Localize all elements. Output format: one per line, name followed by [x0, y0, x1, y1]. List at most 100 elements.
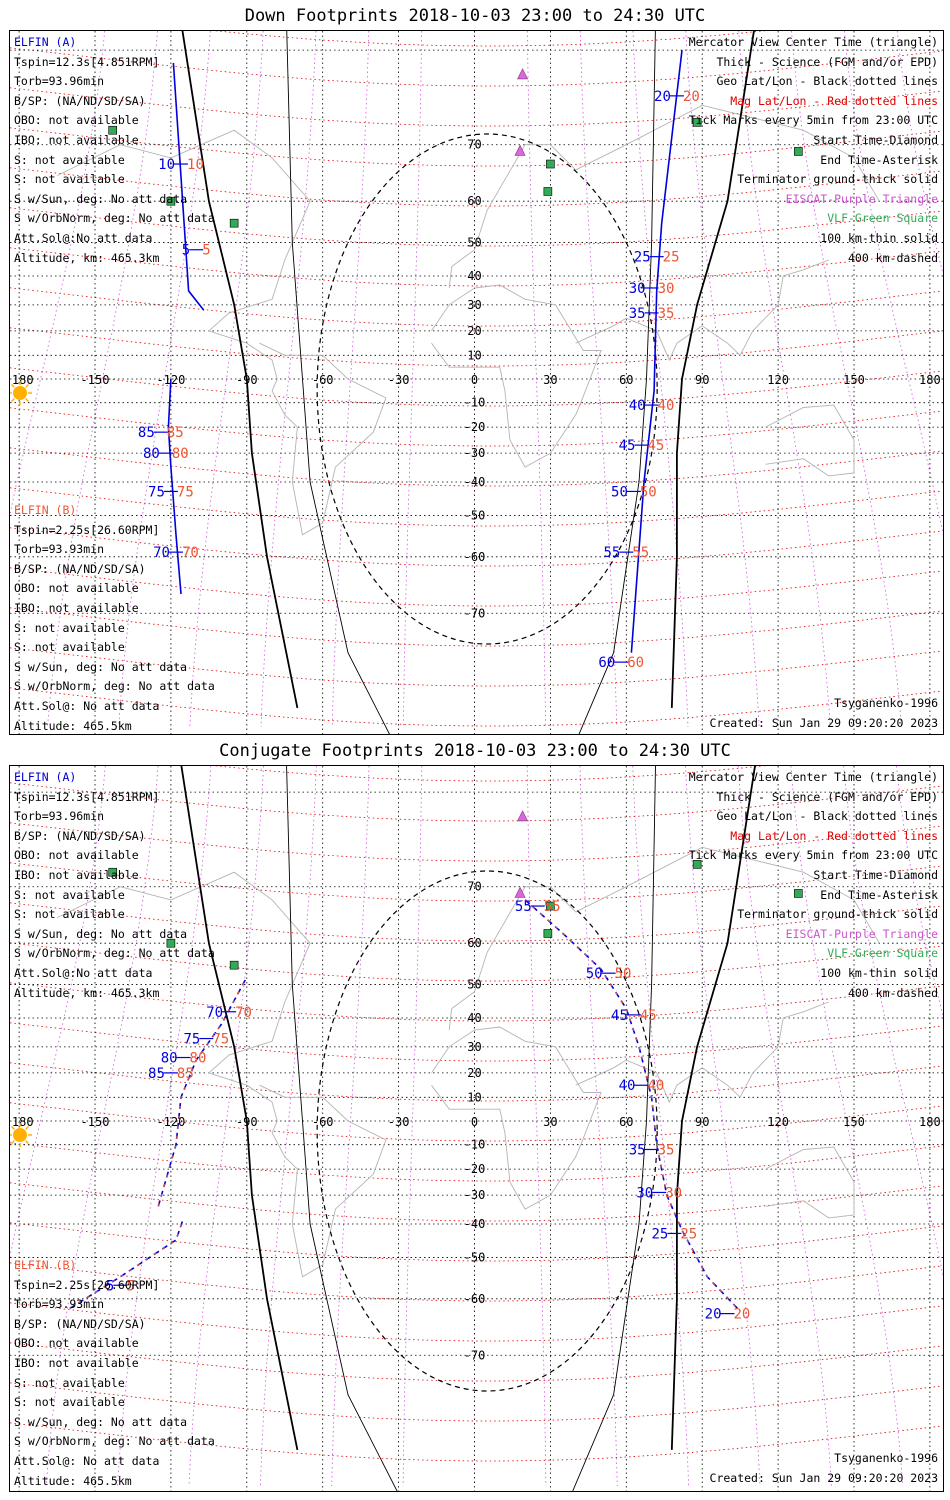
lon-tick-label: -30	[388, 373, 410, 387]
info-line: Altitude, km: 465.3km	[14, 250, 160, 265]
legend-100km: 100 km-thin solid	[820, 965, 938, 980]
info-line: S w/Sun, deg: No att data	[14, 659, 188, 674]
info-line: S: not available	[14, 887, 125, 902]
lat-tick-label: -50	[464, 1250, 486, 1264]
info-line: OBO: not available	[14, 581, 139, 596]
lon-tick-label: -180	[10, 1115, 34, 1129]
lat-tick-label: 20	[467, 1066, 481, 1080]
track-tick-label-a: 55	[603, 545, 620, 561]
vlf-station-square	[166, 196, 176, 206]
info-line: S w/OrbNorm, deg: No att data	[14, 946, 215, 961]
lat-tick-label: -70	[464, 1348, 486, 1362]
lon-tick-label: -150	[81, 1115, 110, 1129]
lat-tick-label: 70	[467, 880, 481, 894]
legend-geo: Geo Lat/Lon - Black dotted lines	[716, 809, 938, 824]
track-tick-label-b: 70	[235, 1005, 252, 1021]
track-tick-label-a: 75	[148, 484, 165, 500]
track-tick-label-b: 75	[177, 484, 194, 500]
info-line: Tspin=2.25s[26.60RPM]	[14, 1277, 160, 1292]
created-label: Created: Sun Jan 29 09:20:20 2023	[709, 716, 938, 730]
legend-mag: Mag Lat/Lon - Red dotted lines	[730, 828, 938, 843]
track-tick-label-b: 5	[202, 243, 210, 259]
sun-ray	[10, 383, 15, 388]
info-line: Att.Sol@:No att data	[14, 965, 153, 980]
lon-tick-label: -30	[388, 1115, 410, 1129]
vlf-station-square	[166, 938, 176, 948]
vlf-station-square	[543, 929, 553, 938]
info-line: B/SP: (NA/ND/SD/SA)	[14, 93, 146, 108]
lat-tick-label: -20	[464, 1162, 486, 1176]
vlf-station-square	[546, 159, 555, 169]
track-tick-label-b: 20	[683, 89, 700, 105]
mag-lon-line	[118, 31, 211, 728]
lat-tick-label: -60	[464, 550, 486, 564]
orbit-track	[167, 378, 182, 595]
info-line: Att.Sol@: No att data	[14, 1453, 160, 1468]
lat-tick-label: 50	[467, 236, 481, 250]
lon-tick-label: 90	[695, 373, 709, 387]
conjugate-footprints-map: -180-150-120-90-60-300306090120150180706…	[9, 765, 944, 1492]
coastline	[575, 259, 829, 362]
lat-tick-label: 30	[467, 1040, 481, 1054]
lon-tick-label: 180	[919, 1115, 941, 1129]
legend-thick: Thick - Science (FGM and/or EPD)	[716, 789, 938, 804]
terminator-100km	[578, 31, 656, 734]
coastline	[56, 871, 387, 1278]
info-line: Att.Sol@: No att data	[14, 698, 160, 713]
info-line: B/SP: (NA/ND/SD/SA)	[14, 561, 146, 576]
legend: Mercator View Center Time (triangle) Thi…	[689, 33, 938, 268]
info-line: S: not available	[14, 172, 125, 187]
vlf-station-square	[692, 118, 702, 127]
legend-start: Start Time-Diamond	[813, 132, 938, 147]
elfin-b-header: ELFIN (B)	[14, 503, 77, 517]
lat-tick-label: -40	[464, 1217, 486, 1231]
info-line: S w/OrbNorm, deg: No att data	[14, 211, 215, 226]
info-line: IBO: not available	[14, 1355, 139, 1370]
info-line: S w/Sun, deg: No att data	[14, 926, 188, 941]
elfin-a-header: ELFIN (A)	[14, 770, 77, 784]
mag-lon-line	[331, 31, 370, 728]
track-tick-label-a: 40	[629, 398, 646, 414]
mag-lon-line	[896, 31, 943, 276]
track-tick-label-b: 70	[182, 545, 199, 561]
info-line: IBO: not available	[14, 132, 139, 147]
legend-thick: Thick - Science (FGM and/or EPD)	[716, 54, 938, 69]
down-footprints-map: -180-150-120-90-60-300306090120150180706…	[9, 30, 944, 735]
info-line: S: not available	[14, 1395, 125, 1410]
info-line: Altitude: 465.5km	[14, 718, 132, 733]
lon-tick-label: 90	[695, 1115, 709, 1129]
track-tick-label-a: 80	[161, 1051, 178, 1067]
lat-tick-label: 10	[467, 348, 481, 362]
legend: Mercator View Center Time (triangle) Thi…	[689, 768, 938, 1003]
coastline	[56, 129, 387, 536]
track-tick-label-b: 30	[658, 281, 675, 297]
track-tick-label-a: 35	[629, 306, 646, 322]
info-line: S: not available	[14, 1375, 125, 1390]
model-label: Tsyganenko-1996	[834, 696, 938, 710]
info-line: S: not available	[14, 152, 125, 167]
track-tick-label-a: 20	[705, 1307, 722, 1323]
track-tick-label-b: 20	[734, 1307, 751, 1323]
terminator	[670, 31, 755, 708]
track-tick-label-b: 45	[640, 1008, 657, 1024]
lon-tick-label: 30	[543, 1115, 557, 1129]
lon-tick-label: -60	[312, 1115, 334, 1129]
info-line: Att.Sol@:No att data	[14, 230, 153, 245]
lat-tick-label: -40	[464, 475, 486, 489]
track-tick-label-b: 25	[680, 1226, 697, 1242]
track-tick-label-b: 55	[544, 899, 561, 915]
vlf-station-square	[543, 187, 553, 196]
info-line: Torb=93.93min	[14, 542, 105, 557]
mag-lon-line	[402, 766, 423, 1487]
vlf-station-square	[108, 867, 118, 877]
track-tick-label-a: 25	[652, 1226, 669, 1242]
legend-eiscat: EISCAT-Purple Triangle	[785, 926, 938, 941]
lat-tick-label: -50	[464, 508, 486, 522]
info-line: S w/OrbNorm, deg: No att data	[14, 1434, 215, 1449]
lon-tick-label: 180	[919, 373, 941, 387]
sun-ray	[10, 1125, 15, 1130]
track-tick-label-b: 25	[663, 250, 680, 266]
track-tick-label-a: 30	[636, 1185, 653, 1201]
info-line: Tspin=12.3s[4.851RPM]	[14, 789, 160, 804]
mag-lon-line	[579, 31, 618, 728]
